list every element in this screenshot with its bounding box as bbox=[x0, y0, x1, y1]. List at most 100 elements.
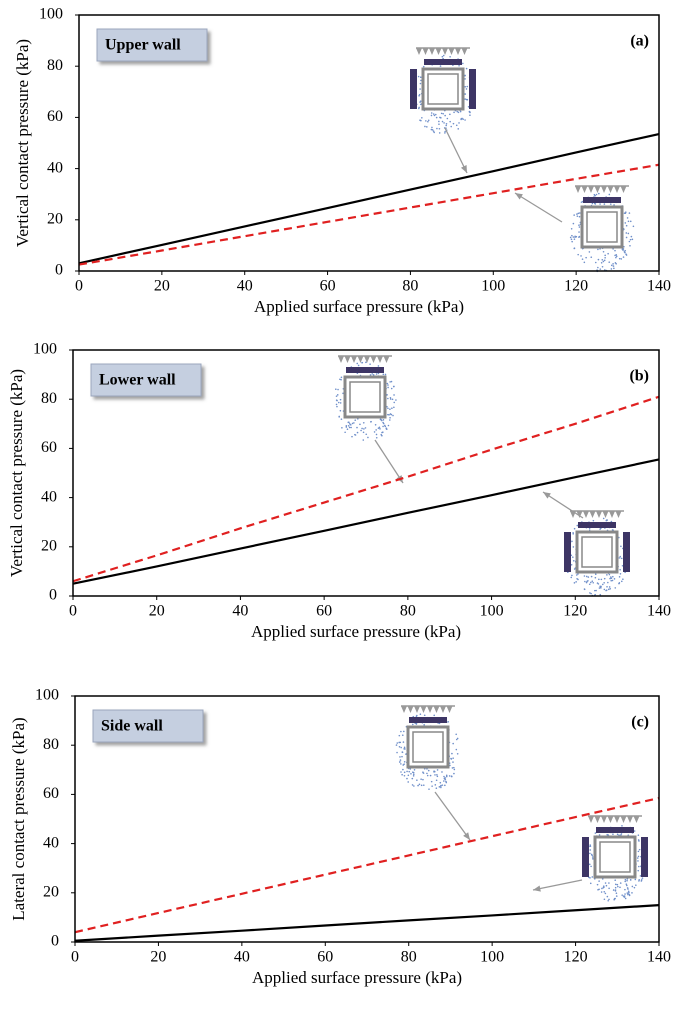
soil-dot bbox=[621, 558, 623, 560]
soil-dot bbox=[575, 581, 577, 583]
soil-dot bbox=[621, 894, 623, 896]
load-arrow bbox=[377, 356, 383, 363]
soil-dot bbox=[426, 773, 428, 775]
soil-dot bbox=[417, 785, 419, 787]
soil-dot bbox=[382, 426, 384, 428]
soil-dot bbox=[435, 114, 437, 116]
soil-dot bbox=[420, 778, 422, 780]
pointer-head bbox=[543, 492, 551, 499]
soil-dot bbox=[444, 132, 446, 134]
soil-dot bbox=[601, 262, 603, 264]
soil-dot bbox=[403, 748, 405, 750]
soil-dot bbox=[584, 581, 586, 583]
load-arrow bbox=[427, 706, 433, 713]
soil-dot bbox=[619, 886, 621, 888]
soil-dot bbox=[571, 228, 573, 230]
load-arrow bbox=[421, 706, 427, 713]
load-arrow bbox=[434, 706, 440, 713]
soil-dot bbox=[404, 761, 406, 763]
soil-dot bbox=[460, 118, 462, 120]
soil-dot bbox=[638, 856, 640, 858]
soil-dot bbox=[464, 86, 466, 88]
soil-dot bbox=[380, 434, 382, 436]
soil-dot bbox=[388, 414, 390, 416]
soil-dot bbox=[416, 715, 418, 717]
soil-dot bbox=[577, 215, 579, 217]
soil-dot bbox=[431, 112, 433, 114]
soil-dot bbox=[591, 576, 593, 578]
soil-dot bbox=[374, 431, 376, 433]
soil-dot bbox=[464, 98, 466, 100]
soil-dot bbox=[631, 236, 633, 238]
soil-dot bbox=[440, 785, 442, 787]
y-axis-title: Vertical contact pressure (kPa) bbox=[13, 39, 32, 247]
top-plate bbox=[596, 827, 634, 833]
soil-dot bbox=[586, 576, 588, 578]
soil-dot bbox=[612, 580, 614, 582]
soil-dot bbox=[449, 775, 451, 777]
soil-dot bbox=[591, 854, 593, 856]
soil-dot bbox=[456, 111, 458, 113]
soil-dot bbox=[607, 896, 609, 898]
soil-dot bbox=[423, 724, 425, 726]
soil-dot bbox=[612, 529, 614, 531]
x-tick-label: 120 bbox=[564, 949, 588, 966]
soil-dot bbox=[383, 419, 385, 421]
soil-dot bbox=[439, 117, 441, 119]
load-arrow bbox=[414, 706, 420, 713]
soil-dot bbox=[586, 582, 588, 584]
soil-dot bbox=[392, 415, 394, 417]
soil-dot bbox=[606, 885, 608, 887]
load-arrow bbox=[590, 511, 596, 518]
soil-dot bbox=[420, 120, 422, 122]
soil-dot bbox=[603, 518, 605, 520]
soil-dot bbox=[420, 83, 422, 85]
soil-dot bbox=[626, 225, 628, 227]
soil-dot bbox=[590, 845, 592, 847]
soil-dot bbox=[642, 877, 644, 879]
soil-dot bbox=[363, 422, 365, 424]
soil-dot bbox=[577, 254, 579, 256]
soil-dot bbox=[595, 590, 597, 592]
soil-dot bbox=[404, 771, 406, 773]
load-arrow bbox=[364, 356, 370, 363]
top-plate bbox=[346, 367, 384, 373]
soil-dot bbox=[337, 389, 339, 391]
soil-dot bbox=[609, 588, 611, 590]
soil-dot bbox=[420, 104, 422, 106]
soil-dot bbox=[632, 239, 634, 241]
soil-dot bbox=[592, 582, 594, 584]
soil-dot bbox=[599, 528, 601, 530]
soil-dot bbox=[625, 212, 627, 214]
y-tick-label: 40 bbox=[43, 834, 59, 851]
load-arrow bbox=[596, 511, 602, 518]
soil-dot bbox=[350, 427, 352, 429]
soil-dot bbox=[416, 779, 418, 781]
x-tick-label: 60 bbox=[317, 949, 333, 966]
y-tick-label: 20 bbox=[47, 210, 63, 227]
inset-schematic bbox=[582, 816, 648, 902]
soil-dot bbox=[444, 785, 446, 787]
soil-dot bbox=[419, 94, 421, 96]
soil-dot bbox=[628, 220, 630, 222]
soil-dot bbox=[615, 257, 617, 259]
top-plate bbox=[578, 522, 616, 528]
soil-dot bbox=[425, 120, 427, 122]
soil-dot bbox=[572, 556, 574, 558]
box-outer bbox=[345, 377, 385, 417]
soil-dot bbox=[605, 893, 607, 895]
soil-dot bbox=[638, 840, 640, 842]
soil-dot bbox=[361, 428, 363, 430]
soil-dot bbox=[387, 383, 389, 385]
soil-dot bbox=[638, 866, 640, 868]
soil-dot bbox=[354, 419, 356, 421]
soil-dot bbox=[387, 384, 389, 386]
soil-dot bbox=[399, 756, 401, 758]
soil-dot bbox=[387, 398, 389, 400]
soil-dot bbox=[356, 427, 358, 429]
soil-dot bbox=[574, 528, 576, 530]
soil-dot bbox=[601, 579, 603, 581]
chart-panel: 020406080100020406080100120140Applied su… bbox=[9, 687, 671, 987]
soil-dot bbox=[600, 586, 602, 588]
soil-dot bbox=[621, 833, 623, 835]
